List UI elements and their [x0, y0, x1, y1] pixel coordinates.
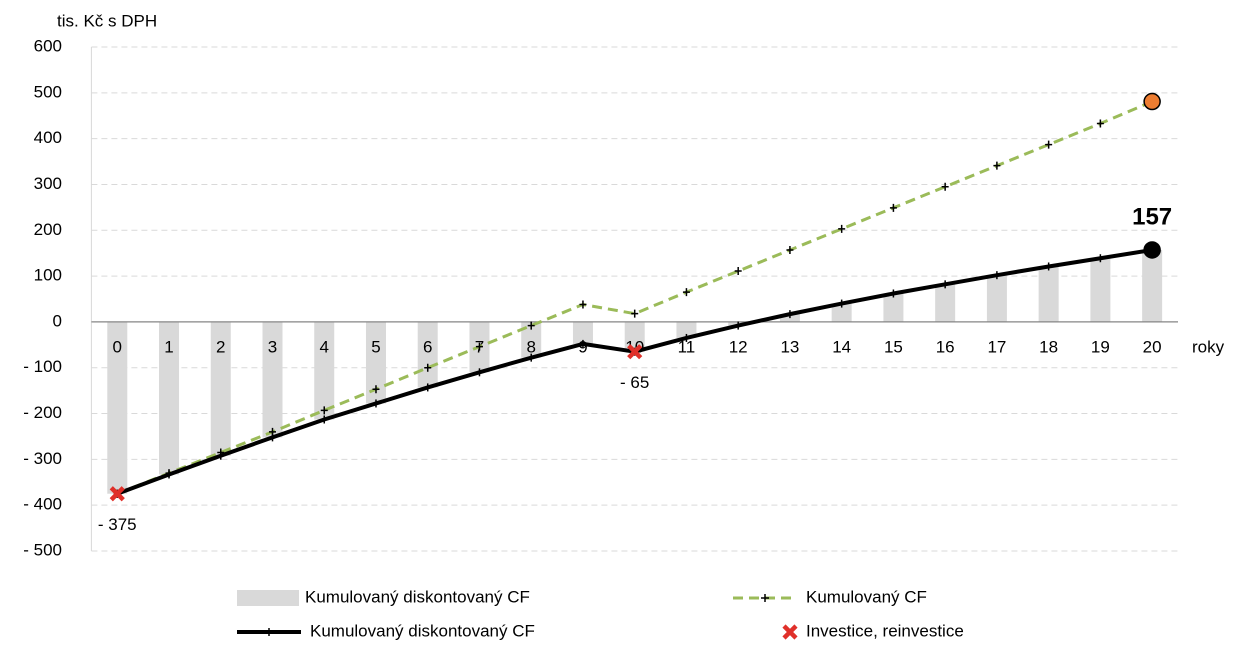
- legend-label: Investice, reinvestice: [806, 621, 964, 640]
- legend-label: Kumulovaný CF: [806, 587, 927, 606]
- investment-marker: [109, 486, 125, 502]
- bar: [210, 321, 231, 456]
- data-label: - 375: [98, 515, 137, 534]
- x-tick-label: 20: [1143, 337, 1162, 356]
- x-tick-label: 3: [268, 337, 277, 356]
- y-tick-label: 0: [53, 311, 62, 330]
- x-tick-label: 4: [320, 337, 329, 356]
- x-tick-label: 17: [987, 337, 1006, 356]
- point-marker: [475, 342, 483, 351]
- bar: [365, 321, 386, 404]
- point-marker: [424, 363, 432, 372]
- x-tick-label: 12: [729, 337, 748, 356]
- y-tick-label: - 100: [23, 357, 62, 376]
- x-tick-label: 2: [216, 337, 225, 356]
- bar: [676, 321, 697, 338]
- bar: [831, 303, 852, 322]
- y-tick-label: 500: [34, 82, 62, 101]
- point-marker: [734, 267, 742, 276]
- x-tick-label: 16: [936, 337, 955, 356]
- point-marker: [786, 245, 794, 254]
- y-tick-label: 600: [34, 36, 62, 55]
- y-axis-label: tis. Kč s DPH: [57, 11, 157, 30]
- legend-swatch: [782, 624, 798, 640]
- x-tick-label: 13: [780, 337, 799, 356]
- end-marker: [1143, 92, 1161, 111]
- x-tick-label: 5: [371, 337, 380, 356]
- x-tick-label: 19: [1091, 337, 1110, 356]
- data-label: - 65: [620, 373, 649, 392]
- x-tick-label: 14: [832, 337, 851, 356]
- bar: [1090, 258, 1111, 322]
- point-marker: [682, 288, 690, 297]
- data-label: 157: [1132, 203, 1172, 230]
- bar: [624, 321, 645, 352]
- y-tick-label: 200: [34, 220, 62, 239]
- bar: [986, 275, 1007, 322]
- point-marker: [889, 203, 897, 212]
- line: [116, 100, 1153, 496]
- bar: [107, 321, 128, 494]
- x-tick-label: 1: [164, 337, 173, 356]
- x-tick-label: 18: [1039, 337, 1058, 356]
- legend-swatch-marker: [265, 628, 273, 636]
- y-tick-label: 300: [34, 174, 62, 193]
- point-marker: [372, 385, 380, 394]
- bar: [521, 321, 542, 358]
- bar: [314, 321, 335, 420]
- point-marker: [320, 406, 328, 415]
- investment-marker: [627, 344, 643, 360]
- point-marker: [838, 224, 846, 233]
- point-marker: [1096, 119, 1104, 128]
- bar: [572, 321, 593, 344]
- legend-swatch: [237, 590, 299, 606]
- y-tick-label: 100: [34, 266, 62, 285]
- bar: [935, 284, 956, 322]
- bar: [1038, 266, 1059, 322]
- point-marker: [993, 161, 1001, 170]
- legend-swatch-marker: [761, 594, 769, 602]
- bar: [262, 321, 283, 438]
- x-tick-label: 15: [884, 337, 903, 356]
- y-tick-label: - 500: [23, 540, 62, 559]
- point-marker: [631, 309, 639, 318]
- point-marker: [527, 321, 535, 330]
- point-marker: [579, 300, 587, 309]
- point-marker: [941, 182, 949, 191]
- x-tick-label: 11: [678, 337, 696, 356]
- y-tick-label: - 200: [23, 403, 62, 422]
- x-axis-label: roky: [1192, 337, 1225, 356]
- bar: [159, 321, 180, 475]
- y-tick-label: - 400: [23, 495, 62, 514]
- x-tick-label: 6: [423, 337, 432, 356]
- end-marker: [1143, 241, 1161, 259]
- y-tick-label: - 300: [23, 449, 62, 468]
- point-marker: [1045, 140, 1053, 149]
- bar: [883, 293, 904, 322]
- x-tick-label: 0: [113, 337, 122, 356]
- legend-label: Kumulovaný diskontovaný CF: [310, 621, 535, 640]
- bar: [1142, 249, 1163, 322]
- x-tick-label: 8: [526, 337, 535, 356]
- legend-label: Kumulovaný diskontovaný CF: [305, 587, 530, 606]
- y-tick-label: 400: [34, 128, 62, 147]
